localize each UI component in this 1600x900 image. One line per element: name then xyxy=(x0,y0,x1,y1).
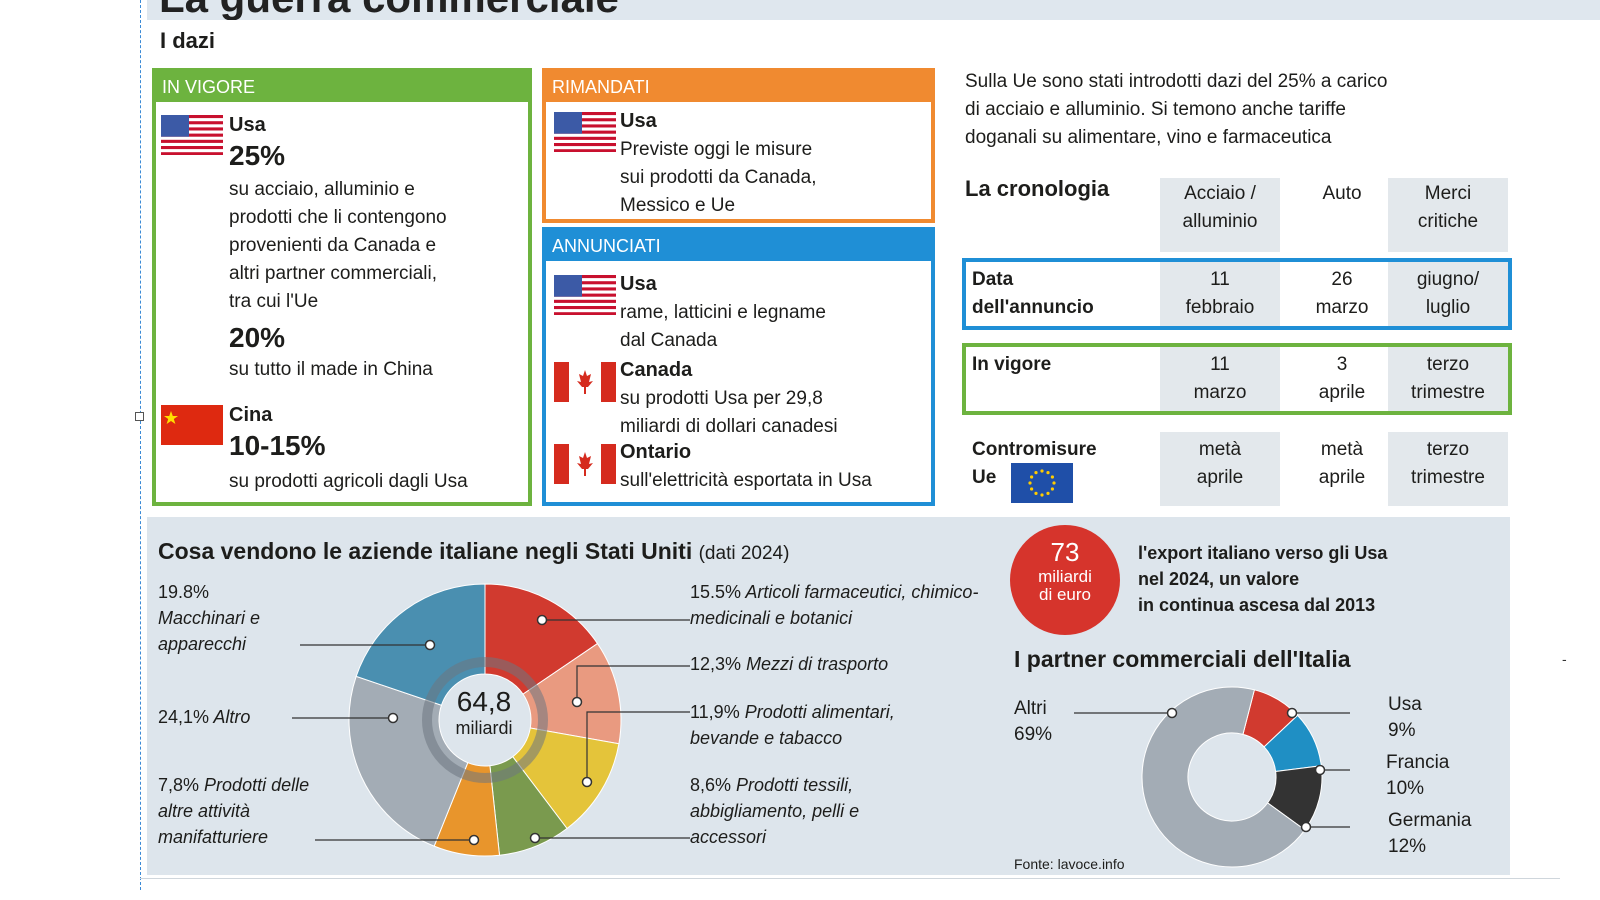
cell-annuncio-acciaio: 11 febbraio xyxy=(1160,262,1280,330)
row-label-annuncio: Data dell'annuncio xyxy=(972,269,1094,318)
cell-annuncio-merci: giugno/luglio xyxy=(1388,262,1508,330)
canada-flag-icon xyxy=(554,362,616,402)
partner-legend-francia: Francia 10% xyxy=(1386,752,1450,799)
legend-alimentari: 11,9% Prodotti alimentari, bevande e tab… xyxy=(690,702,895,748)
usa-flag-icon xyxy=(161,115,223,155)
annunciati-canada-text: su prodotti Usa per 29,8 miliardi di doll… xyxy=(620,388,838,437)
eu-flag-icon xyxy=(1011,463,1073,503)
rimandati-text: Previste oggi le misure sui prodotti da C… xyxy=(620,139,817,216)
annunciati-ontario-text: sull'elettricità esportata in Usa xyxy=(620,470,872,491)
sales-center-label: 64,8 miliardi xyxy=(455,686,513,738)
cell-contromisure-auto: metà aprile xyxy=(1318,439,1366,488)
cell-vigore-auto: 3 aprile xyxy=(1318,354,1366,403)
intro-paragraph: Sulla Ue sono stati introdotti dazi del … xyxy=(965,71,1388,148)
row-label-vigore: In vigore xyxy=(972,354,1052,375)
vigore-cina-text: su prodotti agricoli dagli Usa xyxy=(229,471,468,492)
annunciati-ontario-label: Ontario xyxy=(620,441,692,463)
section-title-dazi: I dazi xyxy=(160,28,216,53)
legend-tessili: 8,6% Prodotti tessili, abbigliamento, pe… xyxy=(690,775,860,847)
canada-flag-icon xyxy=(554,444,616,484)
vigore-usa-text-2: su tutto il made in China xyxy=(229,359,433,380)
partner-legend-altri: Altri 69% xyxy=(1014,698,1053,745)
sales-chart-title: Cosa vendono le aziende italiane negli S… xyxy=(158,538,790,564)
export-value-badge: 73 miliardi di euro xyxy=(1010,525,1120,635)
usa-flag-icon xyxy=(554,112,616,152)
rimandati-usa-label: Usa xyxy=(620,110,657,132)
guide-marker: - xyxy=(1562,651,1567,667)
vigore-cina-label: Cina xyxy=(229,404,273,426)
rimandati-box: RIMANDATI Usa Previste oggi le misure sui… xyxy=(542,68,935,223)
annunciati-box: ANNUNCIATI Usa rame, latticini e legname… xyxy=(542,227,935,506)
legend-farmaceutici: 15.5% Articoli farmaceutici, chimico-med… xyxy=(690,582,979,628)
export-description: l'export italiano verso gli Usa nel 2024,… xyxy=(1138,543,1388,615)
row-frame-annuncio xyxy=(962,258,1512,330)
annunciati-usa-text: rame, latticini e legname dal Canada xyxy=(620,302,826,351)
cell-contromisure-acciaio: metà aprile xyxy=(1160,432,1280,506)
annunciati-canada-label: Canada xyxy=(620,359,693,381)
col-header-auto: Auto xyxy=(1322,183,1362,204)
page-title: La guerra commerciale xyxy=(159,0,619,20)
vigore-usa-label: Usa xyxy=(229,114,266,136)
in-vigore-box: IN VIGORE Usa 25% su acciaio, alluminio … xyxy=(152,68,532,506)
legend-macchinari: 19.8% Macchinari e apparecchi xyxy=(158,582,261,654)
legend-trasporto: 12,3% Mezzi di trasporto xyxy=(690,654,889,674)
cell-annuncio-auto: 26 marzo xyxy=(1315,269,1369,318)
cronologia-title: La cronologia xyxy=(965,176,1110,201)
cell-vigore-acciaio: 11 marzo xyxy=(1160,347,1280,415)
legend-altro: 24,1% Altro xyxy=(158,707,251,727)
row-label-contromisure: Contromisure Ue xyxy=(972,439,1097,488)
vigore-usa-rate-2: 20% xyxy=(229,322,286,353)
cell-vigore-merci: terzo trimestre xyxy=(1388,347,1508,415)
layout-guide-vertical xyxy=(140,0,141,890)
usa-flag-icon xyxy=(554,275,616,315)
rimandati-header: RIMANDATI xyxy=(546,72,931,102)
in-vigore-header: IN VIGORE xyxy=(156,72,528,102)
source-note: Fonte: lavoce.info xyxy=(1014,856,1125,872)
partners-chart-title: I partner commerciali dell'Italia xyxy=(1014,646,1351,672)
vigore-cina-rate: 10-15% xyxy=(229,430,326,461)
legend-altre-manifatturiere: 7,8% Prodotti delle altre attività manif… xyxy=(158,775,310,847)
vigore-usa-text-1: su acciaio, alluminio e prodotti che li c… xyxy=(229,179,447,312)
guide-handle[interactable] xyxy=(135,412,144,421)
partner-legend-usa: Usa 9% xyxy=(1388,694,1422,741)
annunciati-header: ANNUNCIATI xyxy=(546,231,931,261)
cell-contromisure-merci: terzo trimestre xyxy=(1388,432,1508,506)
vigore-usa-rate-1: 25% xyxy=(229,140,286,171)
china-flag-icon xyxy=(161,405,223,445)
title-band: La guerra commerciale xyxy=(147,0,1600,20)
partner-legend-germania: Germania 12% xyxy=(1388,810,1472,857)
layout-guide-horizontal xyxy=(140,878,1560,879)
row-frame-vigore xyxy=(962,343,1512,415)
col-header-acciaio: Acciaio / alluminio xyxy=(1160,178,1280,252)
col-header-merci: Merci critiche xyxy=(1388,178,1508,252)
annunciati-usa-label: Usa xyxy=(620,273,657,295)
